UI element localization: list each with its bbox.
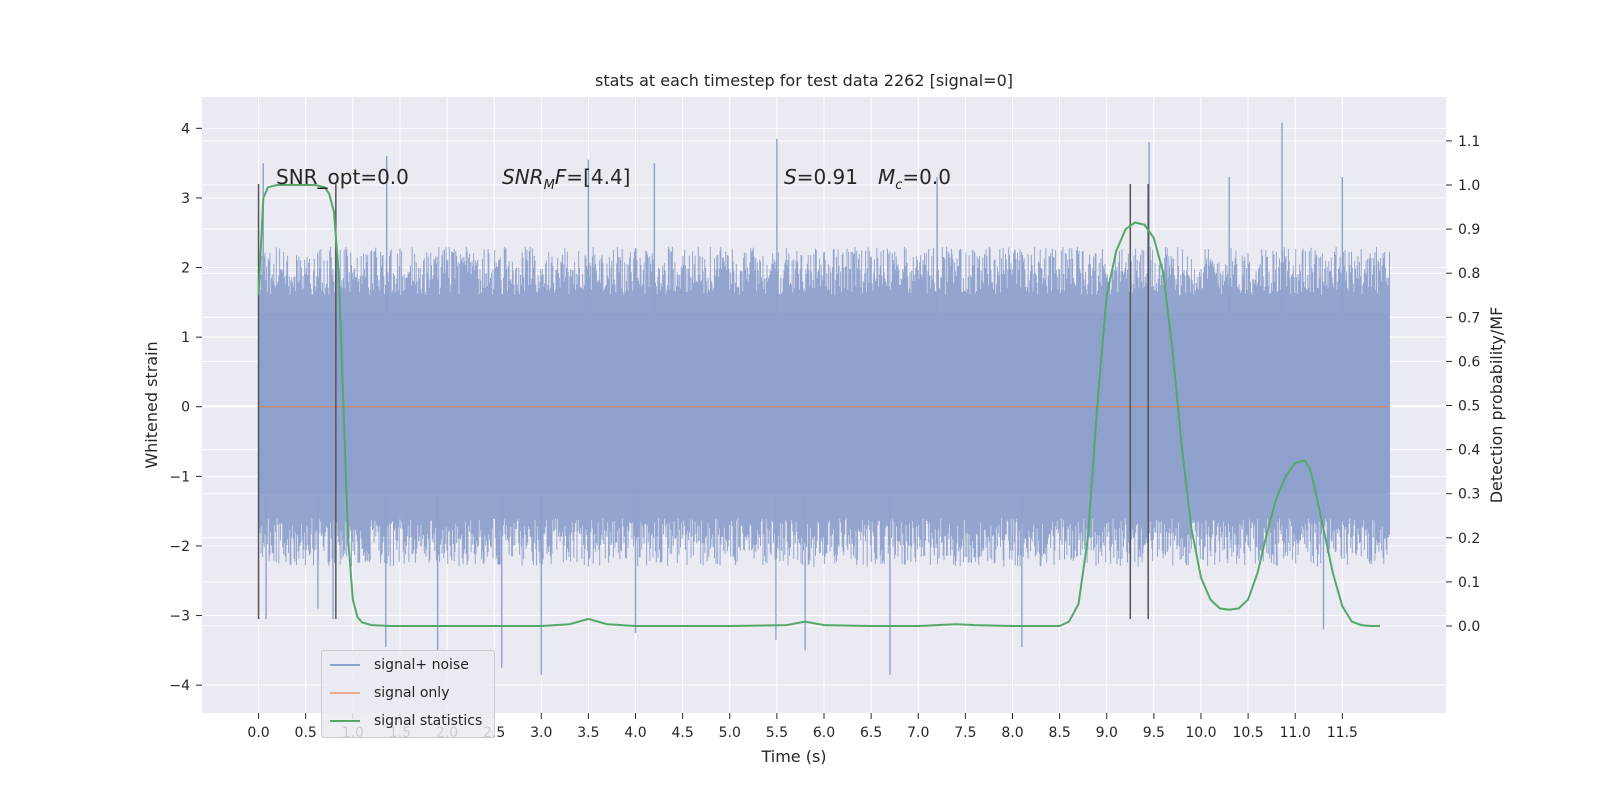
legend-label-stats: signal statistics xyxy=(374,713,483,729)
x-tick-label: 6.5 xyxy=(860,725,882,741)
legend-label-signal: signal only xyxy=(374,685,450,701)
annotation-mc: Mc=0.0 xyxy=(878,165,951,193)
y-left-tick-label: −3 xyxy=(169,609,190,625)
y-left-tick-label: −2 xyxy=(169,539,190,555)
series-signal-noise xyxy=(258,122,1390,675)
x-tick-label: 7.5 xyxy=(954,725,976,741)
y-axis-right-label: Detection probability/MF xyxy=(1487,307,1506,504)
y-right-tick-label: 0.5 xyxy=(1458,399,1480,415)
x-tick-label: 9.5 xyxy=(1143,725,1165,741)
x-tick-label: 0.0 xyxy=(247,725,269,741)
y-left-tick-label: 2 xyxy=(181,261,190,277)
annotation-s-value: =0.91 xyxy=(797,165,858,189)
y-right-tick-label: 0.2 xyxy=(1458,531,1480,547)
legend-item-signal: signal only xyxy=(330,682,449,704)
y-right-tick-label: 0.6 xyxy=(1458,354,1480,370)
series-signal-statistics xyxy=(257,184,1380,627)
x-tick-label: 11.0 xyxy=(1280,725,1311,741)
x-tick-label: 6.0 xyxy=(813,725,835,741)
x-tick-label: 8.0 xyxy=(1001,725,1023,741)
y-left-tick-label: −1 xyxy=(169,469,190,485)
legend-swatch-signal xyxy=(330,692,360,694)
y-right-tick-label: 0.1 xyxy=(1458,575,1480,591)
x-axis-label: Time (s) xyxy=(760,747,826,766)
x-tick-label: 4.0 xyxy=(624,725,646,741)
y-right-tick-label: 0.0 xyxy=(1458,619,1480,635)
y-right-tick-label: 0.4 xyxy=(1458,443,1480,459)
x-tick-label: 10.0 xyxy=(1185,725,1216,741)
x-tick-label: 9.0 xyxy=(1096,725,1118,741)
legend: signal+ noise signal only signal statist… xyxy=(321,650,495,738)
stats-line xyxy=(257,184,1380,627)
y-right-tick-label: 1.0 xyxy=(1458,178,1480,194)
x-tick-label: 11.5 xyxy=(1327,725,1358,741)
y-left-tick-label: 0 xyxy=(181,400,190,416)
y-axis-left-ticks: 4 3 2 1 0 −1 −2 −3 −4 xyxy=(169,121,202,694)
y-axis-right-ticks: 1.1 1.0 0.9 0.8 0.7 0.6 0.5 0.4 0.3 0.2 0.1 0.0 xyxy=(1446,134,1480,635)
y-right-tick-label: 0.3 xyxy=(1458,487,1480,503)
vertical-markers xyxy=(257,184,1149,620)
y-right-tick-label: 0.7 xyxy=(1458,310,1480,326)
y-right-tick-label: 1.1 xyxy=(1458,134,1480,150)
y-left-tick-label: 4 xyxy=(181,121,190,137)
y-right-tick-label: 0.9 xyxy=(1458,222,1480,238)
noise-core xyxy=(258,312,1390,494)
y-left-tick-label: −4 xyxy=(169,678,190,694)
x-tick-label: 8.5 xyxy=(1048,725,1070,741)
annotation-mc-value: =0.0 xyxy=(902,165,951,189)
x-tick-label: 3.0 xyxy=(530,725,552,741)
x-tick-label: 7.0 xyxy=(907,725,929,741)
x-tick-label: 5.0 xyxy=(719,725,741,741)
x-tick-label: 10.5 xyxy=(1233,725,1264,741)
annotation-s: S=0.91 xyxy=(784,165,858,189)
y-right-tick-label: 0.8 xyxy=(1458,266,1480,282)
legend-item-noise: signal+ noise xyxy=(330,654,469,676)
annotation-snr-opt: SNR_opt=0.0 xyxy=(276,165,409,189)
x-tick-label: 4.5 xyxy=(672,725,694,741)
x-tick-label: 0.5 xyxy=(295,725,317,741)
y-left-tick-label: 3 xyxy=(181,191,190,207)
legend-swatch-stats xyxy=(330,720,360,722)
chart-title: stats at each timestep for test data 226… xyxy=(595,71,1013,90)
x-tick-label: 5.5 xyxy=(766,725,788,741)
legend-item-stats: signal statistics xyxy=(330,710,482,732)
y-left-tick-label: 1 xyxy=(181,330,190,346)
y-axis-left-label: Whitened strain xyxy=(142,341,161,468)
legend-label-noise: signal+ noise xyxy=(374,657,469,673)
x-tick-label: 3.5 xyxy=(577,725,599,741)
annotation-snr-mf: SNRMF=[4.4] xyxy=(502,165,630,193)
annotation-snr-mf-value: [4.4] xyxy=(583,165,630,189)
legend-swatch-noise xyxy=(330,664,360,666)
